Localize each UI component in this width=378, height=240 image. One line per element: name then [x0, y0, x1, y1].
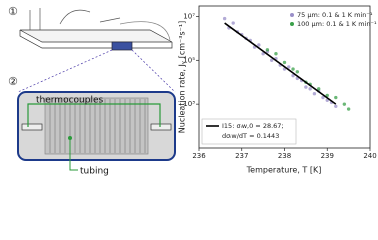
x-axis-label: Temperature, T [K]: [246, 166, 322, 175]
point: [295, 70, 300, 74]
point: [321, 95, 325, 100]
x-tick-label: 239: [321, 152, 334, 160]
annotation: tubing: [80, 167, 109, 177]
point: [334, 95, 338, 100]
step-label: ②: [8, 75, 18, 88]
point: [291, 67, 295, 71]
point: [325, 93, 329, 98]
legend-label: dσᵢw/dT = 0.1443: [222, 132, 279, 140]
point: [265, 48, 270, 52]
point: [222, 16, 227, 21]
y-tick-label: 10⁵: [183, 56, 195, 64]
fit-line: [224, 22, 337, 105]
point: [346, 107, 351, 111]
point: [317, 87, 321, 91]
legend-marker: [290, 13, 294, 17]
point: [342, 102, 347, 106]
legend-box: [201, 118, 297, 145]
point: [334, 104, 338, 108]
point: [257, 43, 261, 47]
step-label: ①: [8, 5, 18, 18]
figure: ① ② thermocouples tubing Temperature, T …: [8, 5, 377, 177]
legend-label: I15: σᵢw,0 = 28.67;: [222, 122, 284, 130]
legend-label: 75 μm: 0.1 & 1 K min⁻¹: [297, 11, 373, 19]
x-tick-label: 236: [192, 152, 206, 160]
x-tick-label: 237: [235, 152, 248, 160]
point: [282, 60, 287, 65]
point: [312, 91, 317, 96]
y-axis-label: Nucleation rate, Jᵥ [cm⁻³s⁻¹]: [178, 21, 187, 133]
x-tick-label: 238: [278, 152, 291, 160]
point: [231, 21, 235, 25]
legend-marker: [290, 22, 294, 26]
y-tick-label: 10³: [183, 100, 195, 108]
point: [287, 65, 291, 69]
point: [261, 52, 265, 56]
legend-label: 100 μm: 0.1 & 1 K min⁻¹: [297, 20, 377, 28]
y-tick-label: 10⁷: [183, 12, 195, 20]
point: [304, 85, 308, 89]
annotation: thermocouples: [36, 96, 103, 106]
point: [274, 52, 278, 56]
point: [308, 87, 312, 91]
point: [291, 73, 295, 78]
point: [269, 58, 274, 63]
x-tick-label: 240: [363, 152, 376, 160]
schematic: ① ②: [8, 5, 176, 171]
